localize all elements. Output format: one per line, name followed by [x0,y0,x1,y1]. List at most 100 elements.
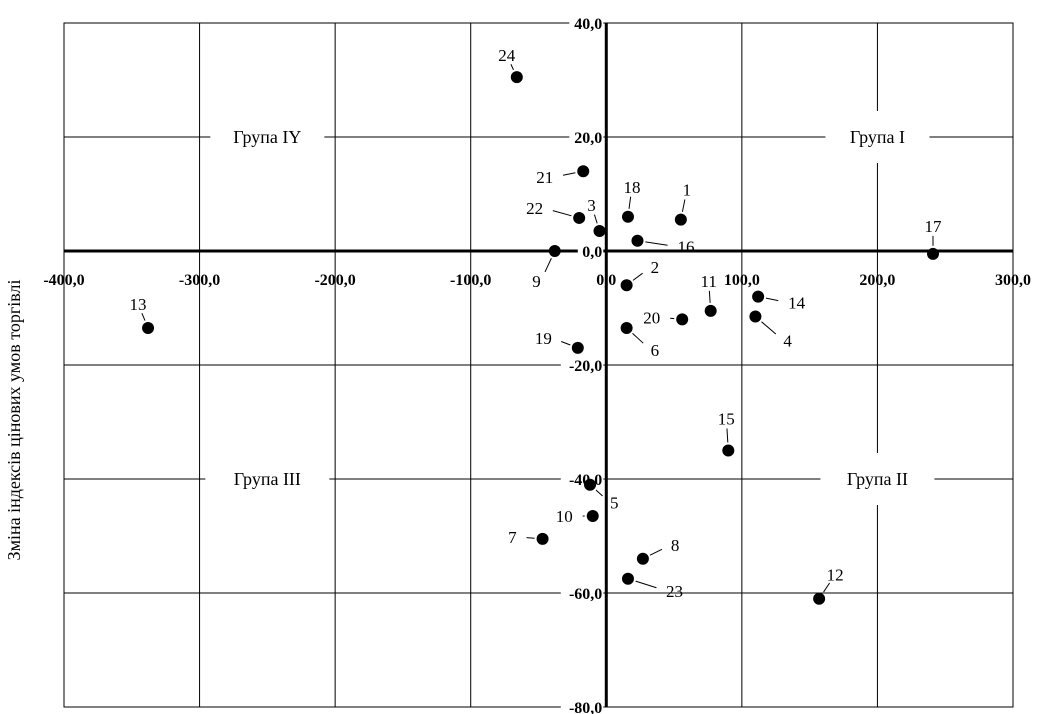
data-point-16: 16 [631,234,694,257]
data-point-12: 12 [813,566,844,605]
data-point-9: 9 [532,245,561,291]
data-point-marker [674,213,687,226]
data-point-23: 23 [621,572,683,601]
data-point-24: 24 [498,46,523,84]
data-point-13: 13 [130,295,155,334]
group-label: Група I [850,127,905,147]
leader-line [562,172,576,176]
data-point-marker [621,210,634,223]
y-tick-label: -60,0 [569,586,602,603]
data-point-marker [142,321,155,334]
data-point-marker [571,341,584,354]
y-tick-backing [569,129,604,146]
data-point-label: 15 [718,410,735,429]
x-tick-label: 300,0 [995,272,1031,289]
data-point-marker [510,71,523,84]
leader-line [761,321,777,335]
data-point-marker [620,321,633,334]
x-tick-label: 200,0 [859,272,895,289]
x-tick-label: -300,0 [179,272,220,289]
data-point-label: 5 [610,494,619,513]
leader-line [681,199,686,212]
data-point-marker [704,304,717,317]
group-label: Група III [234,469,301,489]
data-point-label: 13 [130,295,147,314]
data-point-label: 20 [643,308,660,327]
leader-line [632,332,644,344]
leader-line [141,312,146,321]
group-label-backing [825,111,930,163]
leader-line [628,196,632,209]
leader-line [552,210,572,217]
leader-line [708,290,711,303]
data-point-10: 10 [556,507,599,526]
data-point-marker [813,592,826,605]
leader-line [635,580,657,589]
leader-line [645,241,668,246]
data-point-label: 10 [556,507,573,526]
data-point-8: 8 [636,536,680,565]
data-point-18: 18 [621,178,640,223]
data-point-label: 4 [783,332,792,351]
data-point-5: 5 [584,478,619,513]
data-point-label: 8 [671,536,680,555]
data-point-marker [676,313,689,326]
y-tick-backing [560,585,604,602]
data-point-6: 6 [620,321,660,360]
data-point-2: 2 [620,258,660,292]
data-point-label: 24 [498,46,516,65]
data-point-label: 17 [925,217,943,236]
data-point-label: 6 [651,341,660,360]
y-tick-label: 40,0 [574,16,602,33]
data-point-marker [536,532,549,545]
data-point-marker [636,552,649,565]
y-tick-label: -80,0 [569,700,602,714]
data-point-label: 9 [532,272,541,291]
axes [64,23,1013,707]
group-label-backing [205,453,330,505]
data-point-label: 21 [536,168,553,187]
data-point-marker [752,290,765,303]
group-labels: Група I Група II Група III Група IY [205,111,935,505]
data-point-label: 12 [827,566,844,585]
leader-line [823,582,831,593]
leader-line [632,272,643,281]
data-point-15: 15 [718,410,735,457]
x-tick-label: -200,0 [314,272,355,289]
tick-labels: -400,0 -300,0 -200,0 -100,0 0,0 100,0 200,0 300… [43,15,1031,714]
data-point-marker [548,245,561,257]
data-point-label: 3 [587,196,596,215]
group-label-backing [820,453,935,505]
group-label: Група II [847,469,908,489]
data-point-marker [584,478,597,491]
leader-line [765,297,779,302]
data-point-marker [749,310,762,323]
leader-line [593,214,598,224]
y-tick-label: -20,0 [569,358,602,375]
y-axis-label: Зміна індексів цінових умов торгівлі [4,280,24,561]
data-point-marker [586,510,599,523]
leader-line [726,428,729,443]
data-point-label: 2 [651,258,660,277]
y-tick-backing [577,243,604,260]
data-point-11: 11 [700,272,717,317]
data-point-marker [621,572,634,585]
data-point-20: 20 [643,308,689,327]
data-point-marker [722,444,735,457]
y-tick-label: 0,0 [582,244,602,261]
y-tick-backing [569,15,604,32]
leader-line [526,537,535,539]
x-tick-label: 100,0 [724,272,760,289]
data-point-label: 7 [508,528,517,547]
data-point-marker [593,225,606,238]
data-point-marker [577,165,590,178]
data-point-label: 19 [535,329,552,348]
y-tick-backing [560,699,604,714]
data-point-marker [927,247,940,260]
data-point-label: 11 [700,272,716,291]
data-point-marker [620,279,633,292]
data-point-label: 16 [677,238,694,257]
y-tick-backing [560,357,604,374]
x-tick-label: -100,0 [450,272,491,289]
